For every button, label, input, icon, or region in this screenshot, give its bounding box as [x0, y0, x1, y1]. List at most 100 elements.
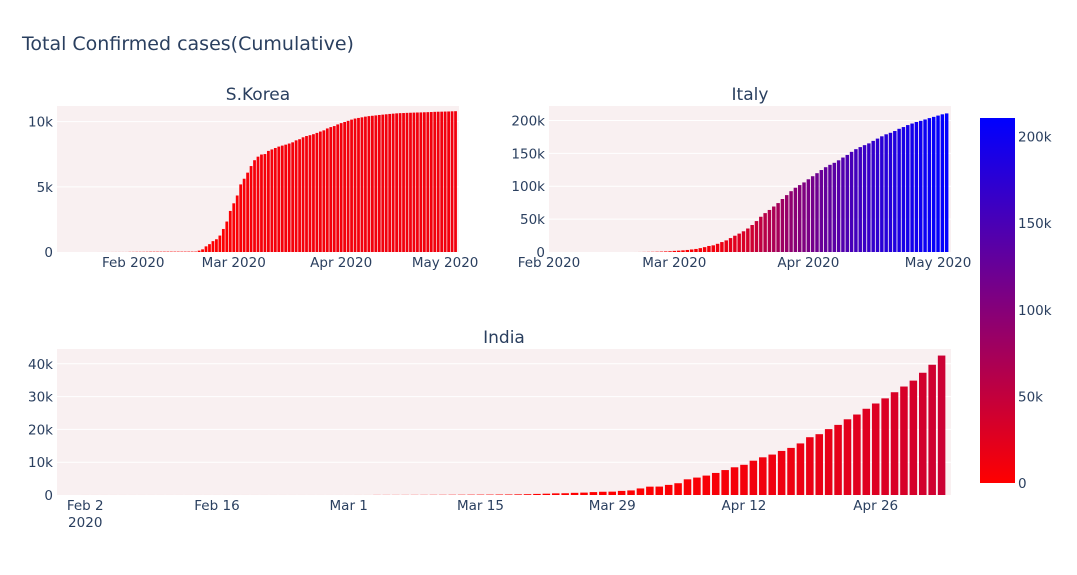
bar: [305, 136, 308, 252]
bar: [793, 187, 798, 252]
bar: [332, 126, 336, 252]
bar: [263, 154, 267, 252]
bar: [211, 241, 215, 252]
bar: [919, 372, 927, 495]
bar: [720, 242, 724, 252]
bar: [270, 149, 274, 252]
bar: [533, 493, 541, 495]
bar: [228, 210, 232, 252]
bar: [862, 408, 871, 495]
bar: [277, 146, 281, 252]
bar: [728, 238, 733, 252]
bar: [702, 475, 711, 495]
x-tick-label: Apr 2020: [777, 255, 839, 271]
bar: [367, 116, 371, 252]
bar: [880, 136, 884, 252]
bar: [364, 116, 367, 252]
bar: [890, 392, 899, 495]
bar: [353, 118, 357, 252]
y-tick-label: 200k: [511, 113, 545, 129]
bar: [737, 233, 741, 252]
bar: [350, 119, 353, 252]
bar: [823, 167, 828, 252]
bar: [884, 134, 888, 252]
x-tick-label: May 2020: [905, 255, 972, 271]
colorbar-tick-label: 50k: [1018, 389, 1043, 405]
bar: [759, 457, 767, 495]
bar: [875, 138, 880, 252]
bar: [711, 472, 720, 495]
bar: [433, 111, 437, 252]
bar: [664, 484, 673, 495]
bar: [542, 493, 551, 495]
y-tick-label: 0: [44, 245, 53, 261]
bar: [514, 494, 522, 495]
bar: [636, 488, 645, 495]
bar: [201, 249, 204, 252]
bar: [749, 460, 758, 495]
bar: [768, 454, 776, 495]
x-tick-label: Mar 15: [457, 498, 504, 514]
bar: [197, 250, 201, 252]
bar: [806, 179, 811, 252]
bar: [284, 144, 288, 252]
bar: [797, 185, 802, 252]
y-tick-label: 5k: [37, 180, 54, 196]
bar: [754, 221, 759, 252]
bar: [419, 112, 423, 252]
bar: [806, 437, 814, 495]
bar: [655, 486, 664, 495]
bar: [676, 250, 681, 252]
bar: [412, 112, 416, 252]
bar: [741, 231, 746, 252]
bar: [834, 424, 842, 495]
bar: [853, 414, 861, 495]
bar: [280, 145, 284, 252]
bar: [561, 493, 569, 495]
bar: [711, 245, 715, 252]
colorbar-tick-label: 0: [1018, 476, 1027, 492]
bar: [721, 470, 729, 495]
bar: [589, 492, 598, 495]
bar: [409, 112, 412, 253]
bar: [810, 176, 815, 252]
bar: [218, 235, 222, 252]
bar: [391, 113, 395, 253]
bar: [301, 137, 305, 252]
y-tick-label: 0: [44, 488, 53, 504]
subplot-title: S.Korea: [226, 85, 290, 105]
bar: [339, 123, 343, 253]
bar: [357, 117, 360, 252]
bar-series: [633, 113, 949, 252]
bar: [881, 398, 889, 495]
bar: [698, 248, 703, 252]
bar: [315, 132, 319, 252]
bar: [777, 450, 786, 495]
bar: [928, 364, 936, 495]
bar: [672, 250, 677, 252]
bar: [208, 244, 211, 252]
bar: [715, 243, 720, 252]
bar: [242, 178, 246, 252]
bar: [551, 493, 560, 495]
bar: [888, 132, 893, 252]
bar: [504, 494, 513, 495]
bar: [447, 111, 450, 252]
bar: [273, 147, 277, 252]
bar: [802, 182, 806, 252]
bar: [730, 467, 739, 495]
bar: [450, 111, 454, 252]
subplot-italy: 0 50k 100k 150k 200k Feb 2020 Mar 2020 Apr 2020…: [511, 85, 971, 271]
bar: [897, 128, 901, 252]
bar: [617, 490, 626, 495]
bar: [256, 156, 260, 252]
bar: [854, 149, 858, 252]
bar: [893, 131, 897, 252]
bar: [910, 123, 914, 252]
bar: [936, 115, 940, 252]
bar: [832, 162, 837, 252]
bar: [443, 111, 447, 252]
bar: [370, 115, 374, 252]
bar: [580, 492, 588, 495]
